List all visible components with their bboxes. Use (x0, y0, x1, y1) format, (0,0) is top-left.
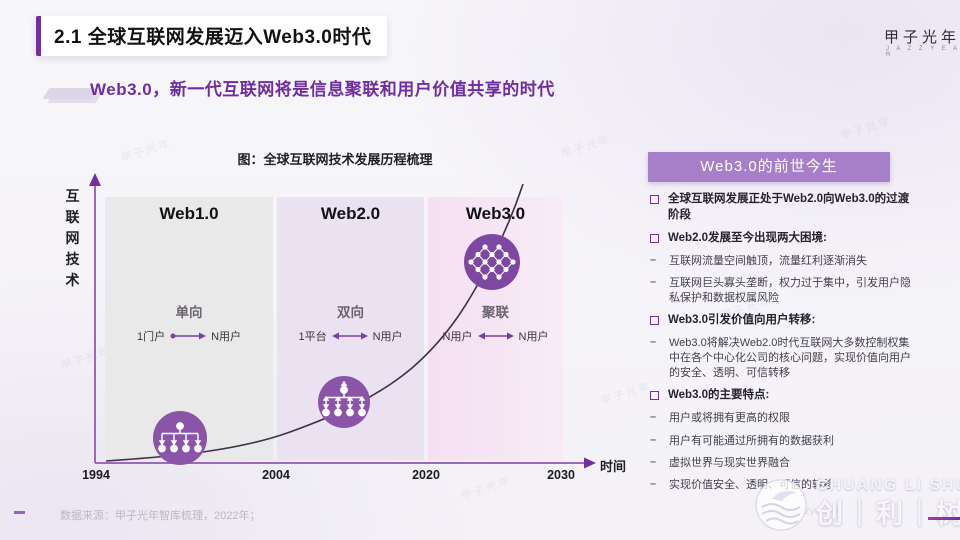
single-arrow-icon (170, 332, 207, 340)
background-watermark: 甲子光年 (839, 115, 893, 143)
x-axis-arrow-icon (584, 457, 596, 469)
x-tick-2030: 2030 (547, 468, 575, 482)
square-bullet-icon (650, 316, 659, 326)
y-axis-arrow-icon (89, 173, 101, 186)
background-watermark: 甲子光年 (459, 475, 513, 503)
double-arrow-icon (477, 332, 514, 340)
panel-item: – Web3.0将解决Web2.0时代互联网大多数控制权集中在各个中心化公司的核心… (650, 336, 912, 382)
watermark-brand-en: CHUANG LI SHU (816, 477, 960, 494)
era-mode: 单向 (175, 305, 203, 320)
background-watermark: 甲子光年 (599, 380, 653, 408)
watermark-accent-line (928, 517, 960, 520)
era-mode: 聚联 (482, 305, 509, 320)
footer-accent-tick (14, 511, 25, 514)
era-relation: N用户 N用户 (428, 328, 563, 344)
data-source-note: 数据来源：甲子光年智库梳理，2022年； (60, 510, 261, 522)
relation-left: 1平台 (298, 331, 327, 343)
panel-item-text: 互联网流量空间触顶，流量红利逐渐消失 (669, 254, 867, 267)
panel-item: – 互联网流量空间触顶，流量红利逐渐消失 (650, 254, 912, 269)
slide-subtitle: Web3.0，新一代互联网将是信息聚联和用户价值共享的时代 (90, 80, 555, 99)
relation-left: N用户 (442, 331, 473, 343)
watermark-brand-cn: 创｜利｜树 (816, 499, 960, 529)
panel-item-text: 用户或将拥有更高的权限 (669, 412, 790, 425)
band-web3: Web3.0 聚联 N用户 N用户 (428, 197, 563, 460)
relation-right: N用户 (372, 331, 403, 343)
era-name: Web2.0 (320, 204, 381, 223)
panel-item: – 用户或将拥有更高的权限 (650, 411, 912, 426)
panel-item-text: Web3.0引发价值向用户转移: (668, 314, 816, 327)
panel-item: 全球互联网发展正处于Web2.0向Web3.0的过渡阶段 (650, 192, 912, 224)
panel-item-text: Web2.0发展至今出现两大困境: (668, 231, 827, 244)
panel-item: Web3.0的主要特点: (650, 388, 912, 404)
background-watermark: 甲子光年 (559, 133, 613, 161)
band-web2: Web2.0 双向 1平台 N用户 (277, 197, 424, 460)
panel-item-text: 用户有可能通过所拥有的数据获利 (669, 434, 834, 447)
x-tick-2020: 2020 (412, 468, 440, 482)
panel-item: – 互联网巨头寡头垄断，权力过于集中，引发用户隐私保护和数据权属风险 (650, 276, 912, 306)
dash-icon: – (650, 275, 657, 288)
band-web1: Web1.0 单向 1门户 N用户 (105, 197, 273, 460)
era-mode: 双向 (337, 305, 364, 320)
page-title: 2.1 全球互联网发展迈入Web3.0时代 (54, 27, 372, 48)
panel-item: – 虚拟世界与现实世界融合 (650, 456, 912, 471)
era-name: Web1.0 (159, 204, 219, 223)
chuanglishu-logo-icon (755, 479, 807, 531)
era-name: Web3.0 (465, 204, 526, 223)
panel-item: – 用户有可能通过所拥有的数据获利 (650, 434, 912, 449)
panel-list: 全球互联网发展正处于Web2.0向Web3.0的过渡阶段 Web2.0发展至今出… (650, 192, 912, 500)
square-bullet-icon (650, 391, 659, 401)
section-title-box: 2.1 全球互联网发展迈入Web3.0时代 (36, 16, 388, 56)
square-bullet-icon (650, 195, 659, 204)
relation-left: 1门户 (136, 331, 166, 343)
panel-item-text: 全球互联网发展正处于Web2.0向Web3.0的过渡阶段 (668, 193, 910, 221)
panel-item-text: Web3.0的主要特点: (668, 389, 770, 402)
x-axis-label: 时间 (600, 459, 627, 474)
relation-right: N用户 (211, 331, 242, 343)
panel-title: Web3.0的前世今生 (648, 152, 890, 182)
x-tick-1994: 1994 (82, 468, 110, 482)
era-bands: Web1.0 单向 1门户 N用户 Web2.0 双向 1平台 (105, 197, 563, 460)
panel-item-text: Web3.0将解决Web2.0时代互联网大多数控制权集中在各个中心化公司的核心问… (669, 336, 911, 380)
chart-title: 图：全球互联网技术发展历程梳理 (237, 152, 433, 167)
square-bullet-icon (650, 233, 659, 243)
panel-item-text: 虚拟世界与现实世界融合 (669, 456, 790, 469)
panel-item-text: 互联网巨头寡头垄断，权力过于集中，引发用户隐私保护和数据权属风险 (669, 276, 911, 304)
y-axis-label: 互联网技术 (65, 188, 80, 288)
panel-item: Web2.0发展至今出现两大困境: (650, 231, 912, 247)
background-watermark: 甲子光年 (119, 137, 173, 165)
dash-icon: – (650, 335, 657, 348)
brand-subname: J A Z Z Y E A R (886, 46, 960, 58)
brand-name: 甲子光年 (884, 29, 960, 46)
relation-right: N用户 (518, 331, 549, 343)
jiazi-logo-icon (842, 19, 879, 56)
dash-icon: – (650, 433, 657, 446)
era-relation: 1平台 N用户 (277, 328, 424, 344)
dash-icon: – (650, 455, 657, 468)
dash-icon: – (650, 253, 657, 266)
dash-icon: – (650, 477, 657, 490)
dash-icon: – (650, 411, 657, 424)
panel-item: Web3.0引发价值向用户转移: (650, 313, 912, 329)
era-relation: 1门户 N用户 (105, 328, 273, 344)
x-tick-2004: 2004 (262, 468, 290, 482)
double-arrow-icon (331, 332, 368, 340)
